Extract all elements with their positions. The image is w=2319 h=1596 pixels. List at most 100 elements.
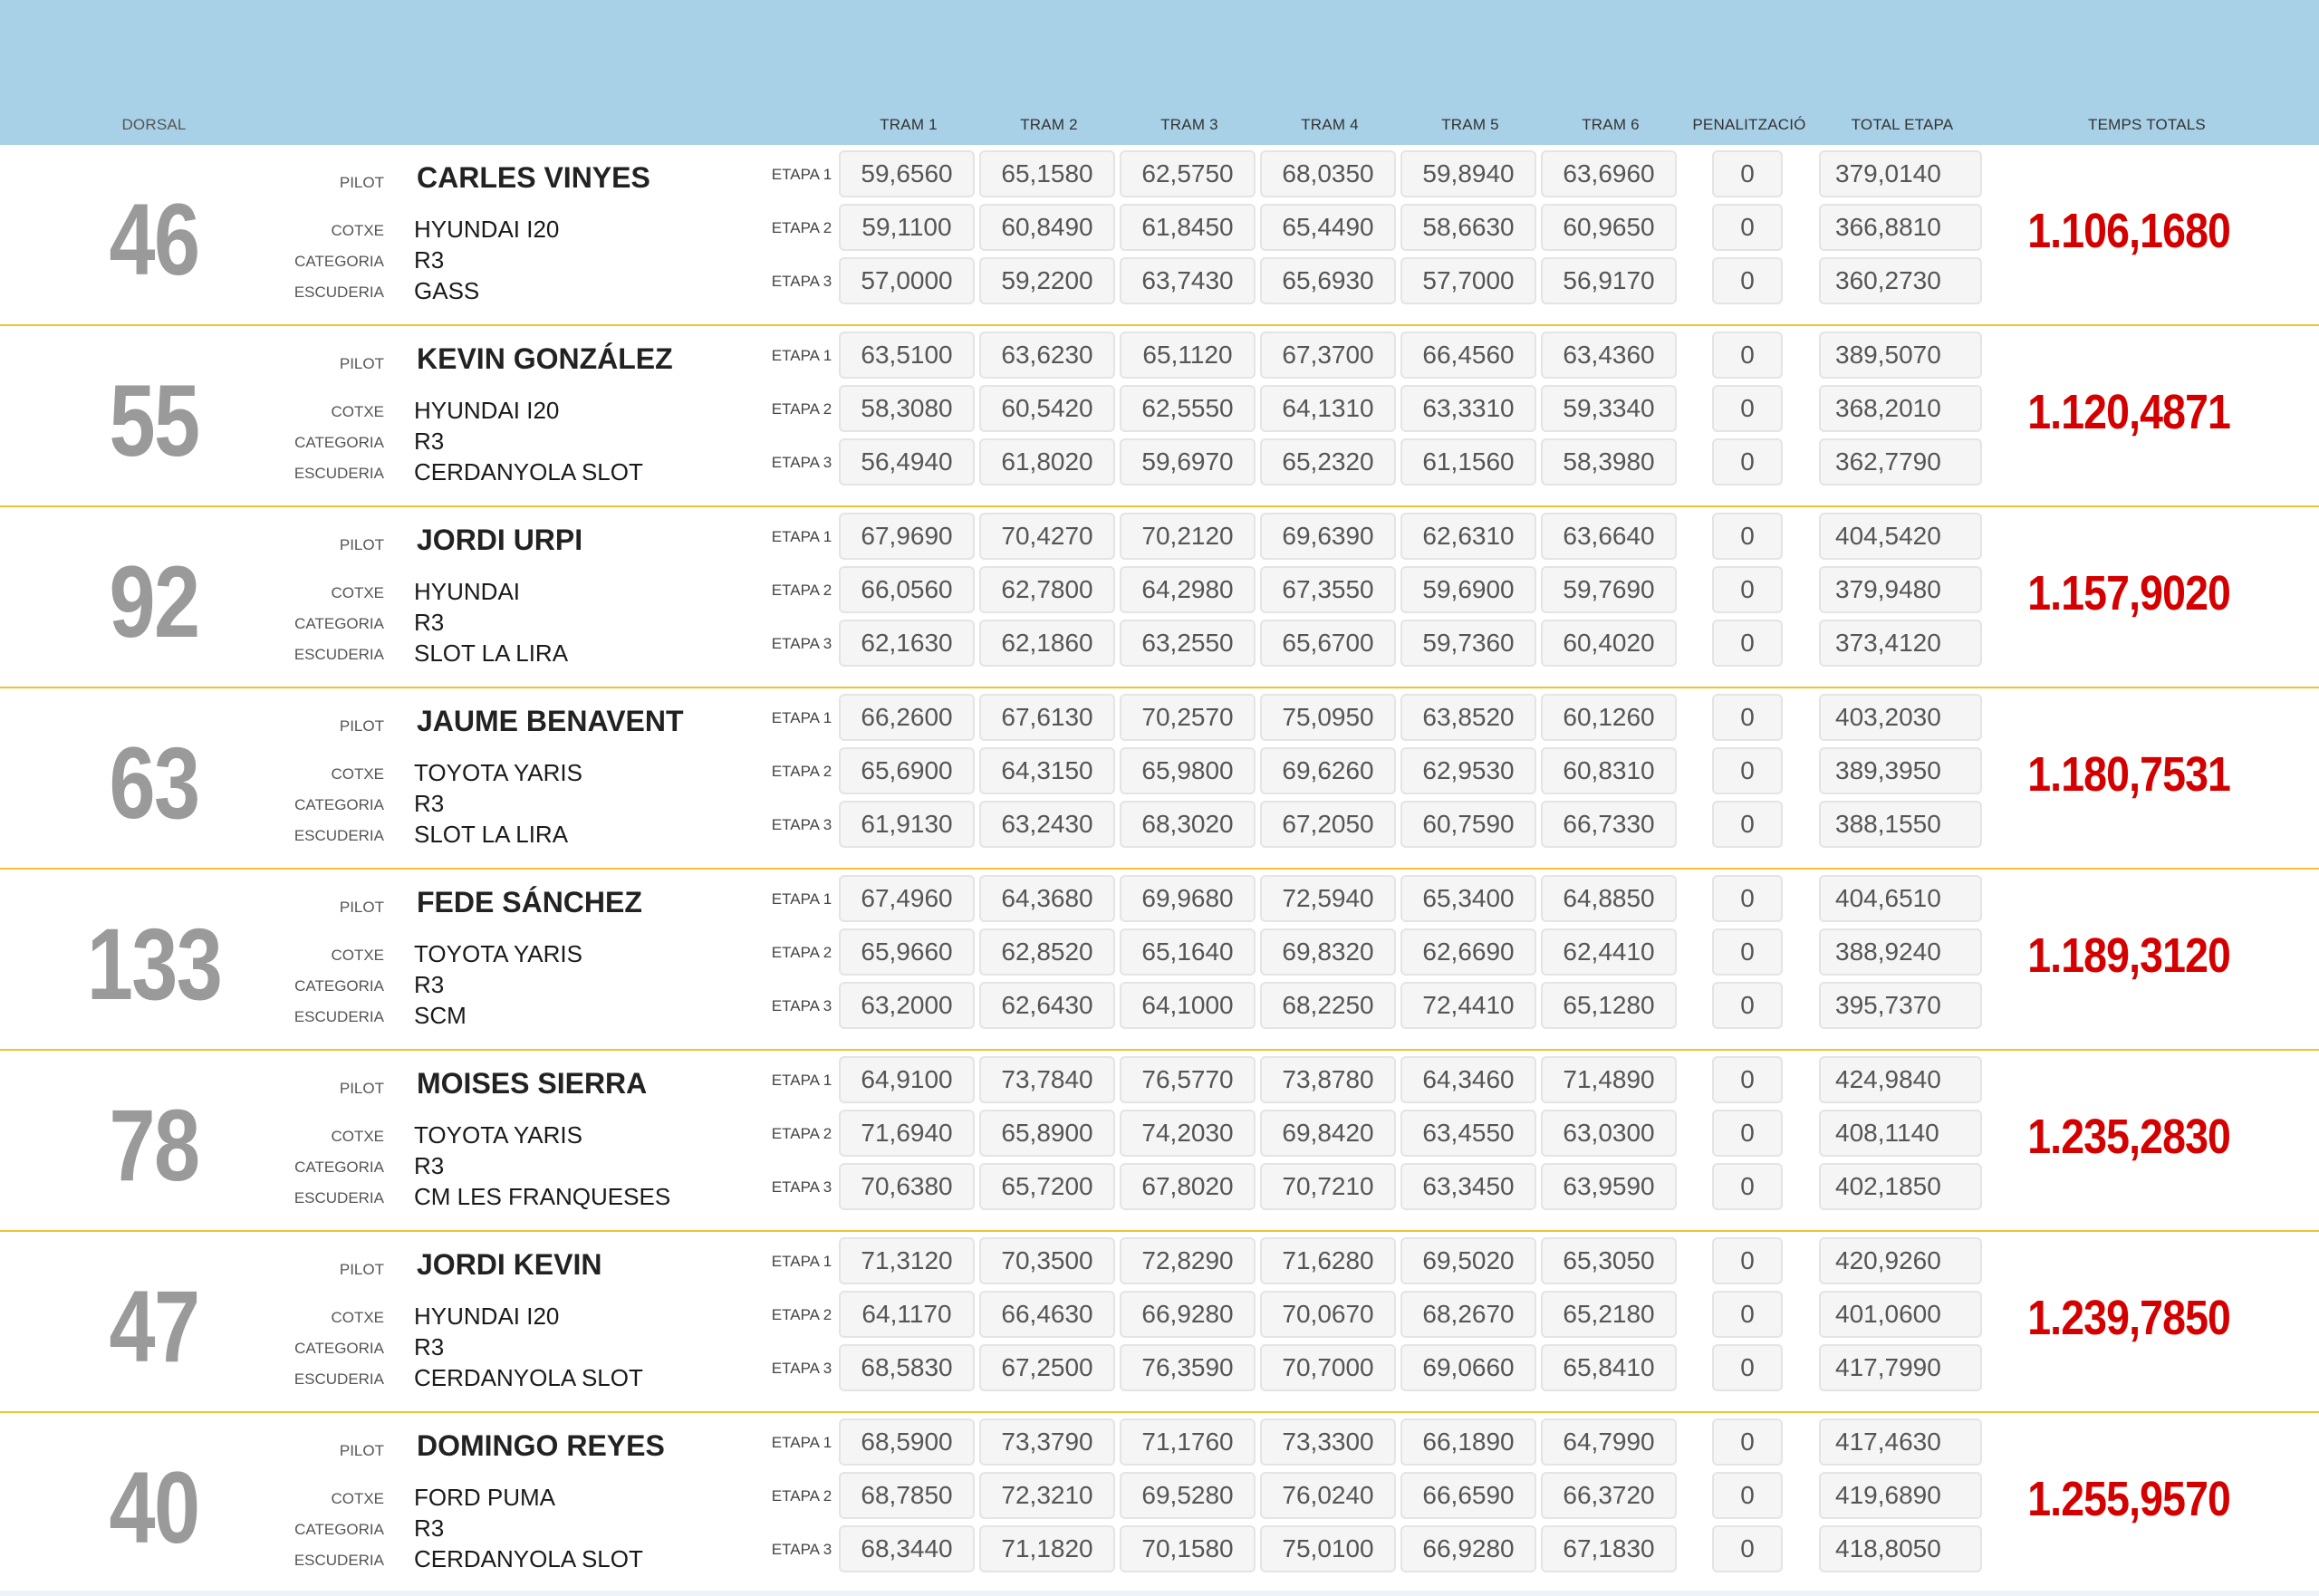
cotxe-label: COTXE [331, 947, 384, 964]
penalty-cell: 0 [1712, 566, 1783, 613]
header-tram-1: TRAM 1 [880, 116, 938, 133]
tram-time-cell: 67,8020 [1120, 1163, 1256, 1210]
etapa-label: ETAPA 1 [771, 528, 832, 545]
tram-time-cell: 58,3080 [839, 385, 975, 432]
cotxe-value: TOYOTA YARIS [414, 1121, 582, 1149]
tram-time-cell: 68,5900 [839, 1418, 975, 1466]
tram-time-cell: 71,6280 [1260, 1237, 1396, 1284]
tram-time-cell: 73,7840 [979, 1056, 1115, 1103]
tram-time-cell: 67,1830 [1541, 1525, 1677, 1572]
penalty-cell: 0 [1712, 204, 1783, 251]
entry-row: 47 PILOT JORDI KEVIN COTXE HYUNDAI I20 CATEGO… [0, 1232, 2319, 1413]
tram-time-cell: 71,1820 [979, 1525, 1115, 1572]
tram-time-cell: 72,5940 [1260, 875, 1396, 922]
stage-total-cell: 362,7790 [1819, 438, 1982, 486]
tram-time-cell: 66,1890 [1400, 1418, 1536, 1466]
etapa-label: ETAPA 2 [771, 219, 832, 236]
tram-time-cell: 61,9130 [839, 801, 975, 848]
categoria-value: R3 [414, 428, 445, 455]
dorsal-number: 133 [86, 908, 223, 1021]
penalty-cell: 0 [1712, 332, 1783, 379]
penalty-cell: 0 [1712, 801, 1783, 848]
stage-total-cell: 379,0140 [1819, 150, 1982, 197]
footer-line [0, 1591, 2319, 1596]
stage-total-cell: 408,1140 [1819, 1110, 1982, 1157]
categoria-value: R3 [414, 790, 445, 817]
penalty-cell: 0 [1712, 257, 1783, 304]
stage-total-cell: 404,5420 [1819, 513, 1982, 560]
stage-total-cell: 379,9480 [1819, 566, 1982, 613]
tram-time-cell: 65,4490 [1260, 204, 1396, 251]
tram-time-cell: 62,1630 [839, 620, 975, 667]
header-tram-3: TRAM 3 [1160, 116, 1218, 133]
cotxe-value: HYUNDAI I20 [414, 397, 560, 424]
tram-time-cell: 57,0000 [839, 257, 975, 304]
etapa-label: ETAPA 2 [771, 944, 832, 961]
cotxe-value: FORD PUMA [414, 1484, 555, 1511]
tram-time-cell: 68,3020 [1120, 801, 1256, 848]
etapa-label: ETAPA 3 [771, 635, 832, 652]
categoria-value: R3 [414, 1152, 445, 1179]
pilot-label: PILOT [339, 899, 384, 916]
tram-time-cell: 62,6690 [1400, 928, 1536, 976]
tram-time-cell: 61,8020 [979, 438, 1115, 486]
tram-time-cell: 72,8290 [1120, 1237, 1256, 1284]
dorsal-number: 78 [109, 1089, 201, 1202]
tram-time-cell: 62,5750 [1120, 150, 1256, 197]
tram-time-cell: 62,5550 [1120, 385, 1256, 432]
cotxe-label: COTXE [331, 222, 384, 239]
tram-time-cell: 64,1170 [839, 1291, 975, 1338]
tram-time-cell: 62,9530 [1400, 747, 1536, 794]
pilot-label: PILOT [339, 1261, 384, 1278]
pilot-name: DOMINGO REYES [417, 1429, 665, 1462]
categoria-label: CATEGORIA [294, 1340, 384, 1357]
escuderia-value: CERDANYOLA SLOT [414, 1364, 643, 1391]
escuderia-label: ESCUDERIA [293, 1370, 384, 1388]
etapa-label: ETAPA 3 [771, 997, 832, 1014]
tram-time-cell: 64,3460 [1400, 1056, 1536, 1103]
tram-time-cell: 65,6930 [1260, 257, 1396, 304]
stage-total-cell: 401,0600 [1819, 1291, 1982, 1338]
tram-time-cell: 62,4410 [1541, 928, 1677, 976]
tram-time-cell: 65,9660 [839, 928, 975, 976]
tram-time-cell: 65,6700 [1260, 620, 1396, 667]
overall-total-time: 1.106,1680 [2027, 204, 2231, 258]
stage-total-cell: 368,2010 [1819, 385, 1982, 432]
tram-time-cell: 64,7990 [1541, 1418, 1677, 1466]
categoria-label: CATEGORIA [294, 1159, 384, 1176]
escuderia-label: ESCUDERIA [293, 465, 384, 482]
tram-time-cell: 68,0350 [1260, 150, 1396, 197]
overall-total-time: 1.235,2830 [2027, 1110, 2231, 1164]
etapa-label: ETAPA 3 [771, 1541, 832, 1558]
tram-time-cell: 66,2600 [839, 694, 975, 741]
tram-time-cell: 65,1120 [1120, 332, 1256, 379]
tram-time-cell: 67,4960 [839, 875, 975, 922]
tram-time-cell: 62,1860 [979, 620, 1115, 667]
tram-time-cell: 70,7210 [1260, 1163, 1396, 1210]
stage-total-cell: 389,3950 [1819, 747, 1982, 794]
tram-time-cell: 59,7690 [1541, 566, 1677, 613]
etapa-label: ETAPA 2 [771, 1125, 832, 1142]
tram-time-cell: 63,6640 [1541, 513, 1677, 560]
overall-total-time: 1.120,4871 [2027, 385, 2231, 439]
tram-time-cell: 75,0950 [1260, 694, 1396, 741]
tram-time-cell: 60,9650 [1541, 204, 1677, 251]
tram-time-cell: 65,8410 [1541, 1344, 1677, 1391]
entry-row: 46 PILOT CARLES VINYES COTXE HYUNDAI I20 CATE… [0, 145, 2319, 326]
tram-time-cell: 67,3550 [1260, 566, 1396, 613]
etapa-label: ETAPA 3 [771, 1360, 832, 1377]
tram-time-cell: 68,2250 [1260, 982, 1396, 1029]
tram-time-cell: 73,3790 [979, 1418, 1115, 1466]
penalty-cell: 0 [1712, 1237, 1783, 1284]
tram-time-cell: 63,5100 [839, 332, 975, 379]
categoria-value: R3 [414, 1333, 445, 1360]
tram-time-cell: 73,3300 [1260, 1418, 1396, 1466]
penalty-cell: 0 [1712, 1291, 1783, 1338]
pilot-name: KEVIN GONZÁLEZ [417, 342, 673, 375]
etapa-label: ETAPA 1 [771, 1253, 832, 1270]
row-separator [0, 687, 2319, 688]
escuderia-value: GASS [414, 277, 480, 304]
row-separator [0, 505, 2319, 507]
pilot-name: JAUME BENAVENT [417, 705, 684, 737]
tram-time-cell: 63,3310 [1400, 385, 1536, 432]
